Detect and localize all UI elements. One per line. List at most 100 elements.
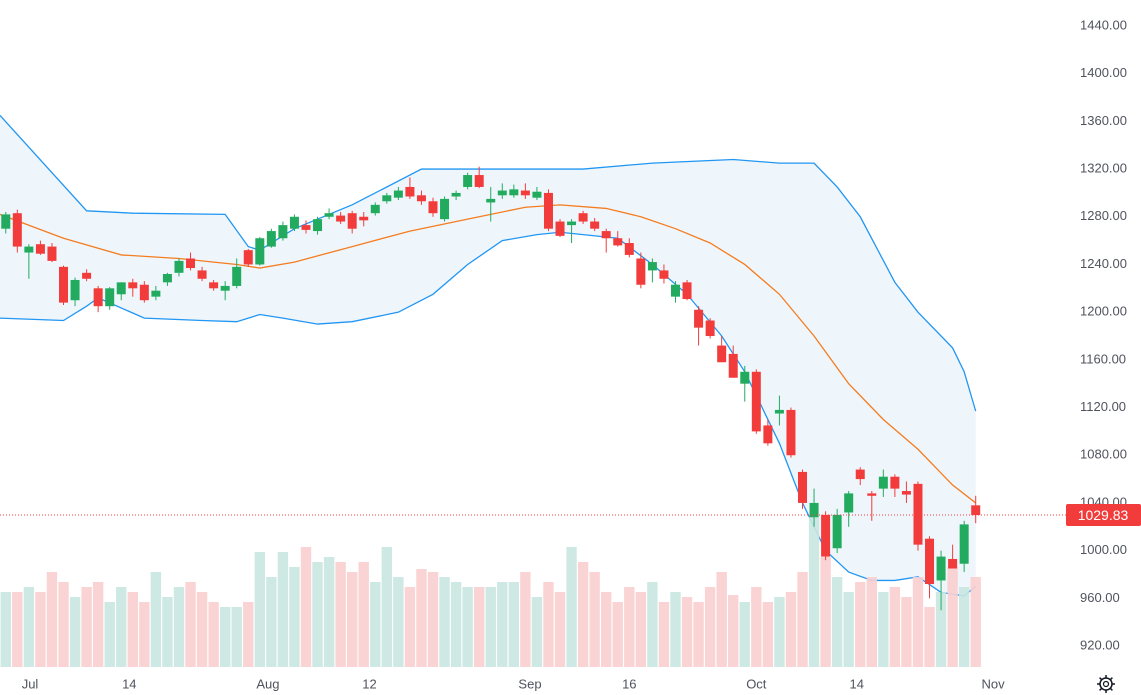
- volume-bar: [92, 582, 104, 667]
- candle-body: [255, 238, 265, 265]
- y-tick-label: 1200.00: [1080, 304, 1127, 319]
- candle-body: [382, 195, 392, 202]
- candle-body: [717, 345, 727, 363]
- candle-body: [936, 556, 946, 581]
- candle-body: [70, 279, 80, 301]
- candle-body: [774, 409, 784, 414]
- candle-body: [855, 469, 865, 480]
- candle-body: [647, 262, 657, 271]
- volume-bar: [716, 572, 727, 667]
- candle-body: [913, 483, 923, 545]
- volume-bar: [358, 562, 369, 667]
- candle-body: [543, 192, 553, 229]
- volume-bar: [866, 577, 877, 667]
- candle-body: [925, 538, 935, 585]
- volume-bar: [462, 587, 473, 667]
- y-tick-label: 1320.00: [1080, 161, 1127, 176]
- volume-bar: [219, 607, 231, 667]
- volume-bar: [497, 582, 508, 667]
- last-price-label: 1029.83: [1078, 507, 1129, 523]
- candle-body: [763, 425, 773, 444]
- volume-bar: [901, 597, 912, 667]
- volume-bar: [277, 552, 289, 667]
- candle-body: [209, 282, 219, 289]
- volume-bar: [520, 572, 531, 667]
- candle-body: [197, 270, 207, 279]
- candle-body: [416, 195, 426, 202]
- volume-bar: [266, 577, 277, 667]
- candle-body: [428, 201, 438, 214]
- volume-bar: [889, 587, 901, 667]
- volume-bar: [450, 582, 462, 667]
- candle-body: [12, 213, 22, 247]
- candle-body: [959, 524, 969, 564]
- volume-bar: [924, 607, 935, 667]
- volume-bar: [69, 597, 81, 667]
- candle-body: [878, 476, 888, 489]
- volume-bar: [566, 547, 577, 667]
- volume-bar: [601, 592, 612, 667]
- y-tick-label: 1280.00: [1080, 208, 1127, 223]
- band-layer: [0, 114, 977, 597]
- volume-bar: [46, 572, 58, 667]
- candle-body: [751, 371, 761, 432]
- band-line: [0, 204, 977, 504]
- volume-bar: [820, 557, 831, 667]
- candle-body: [162, 274, 172, 283]
- volume-bar: [554, 592, 566, 667]
- candle-body: [497, 190, 507, 196]
- volume-bar: [404, 587, 416, 667]
- volume-bar: [855, 582, 866, 667]
- x-tick-label: Oct: [746, 676, 767, 691]
- candle-body: [659, 270, 669, 279]
- y-tick-label: 1120.00: [1080, 399, 1126, 414]
- volume-bar: [624, 587, 635, 667]
- candle-body: [93, 288, 103, 307]
- volume-bar: [162, 597, 173, 667]
- x-tick-label: 12: [362, 676, 376, 691]
- y-tick-label: 1000.00: [1080, 542, 1127, 557]
- volume-bar: [185, 582, 196, 667]
- volume-bar: [693, 602, 704, 667]
- y-tick-label: 1360.00: [1080, 113, 1127, 128]
- volume-bar: [912, 577, 924, 667]
- candle-body: [24, 246, 34, 253]
- volume-bar: [797, 572, 808, 667]
- candle-body: [613, 238, 623, 246]
- volume-bar: [843, 592, 854, 667]
- candle-body: [151, 290, 161, 297]
- volume-bar: [647, 582, 658, 667]
- candle-body: [139, 284, 149, 301]
- volume-bar: [774, 597, 785, 667]
- candle-body: [520, 190, 530, 196]
- volume-bar: [127, 592, 138, 667]
- candle-body: [116, 282, 126, 295]
- candle-body: [82, 272, 92, 279]
- candle-body: [278, 225, 288, 239]
- volume-bar: [612, 602, 623, 667]
- volume-bar: [381, 547, 393, 667]
- candle-body: [670, 284, 680, 297]
- candle-body: [47, 246, 57, 261]
- y-tick-label: 1240.00: [1080, 256, 1127, 271]
- volume-bar: [704, 587, 716, 667]
- settings-icon[interactable]: [1097, 675, 1115, 693]
- candle-body: [705, 320, 715, 337]
- candle-body: [601, 231, 611, 239]
- volume-bar: [751, 587, 762, 667]
- candle-body: [232, 266, 242, 286]
- band-line: [0, 114, 977, 412]
- candle-body: [405, 186, 415, 197]
- candle-body: [105, 288, 115, 307]
- y-tick-label: 1400.00: [1080, 65, 1127, 80]
- candle-body: [486, 198, 496, 203]
- candle-body: [948, 558, 958, 569]
- candle-body: [844, 493, 854, 513]
- candle-body: [463, 175, 473, 187]
- candle-body: [971, 505, 981, 516]
- y-tick-label: 960.00: [1080, 590, 1120, 605]
- candle-body: [266, 231, 276, 247]
- volume-bar: [58, 582, 69, 667]
- candle-body: [35, 244, 45, 254]
- gear-teeth: [1097, 675, 1115, 693]
